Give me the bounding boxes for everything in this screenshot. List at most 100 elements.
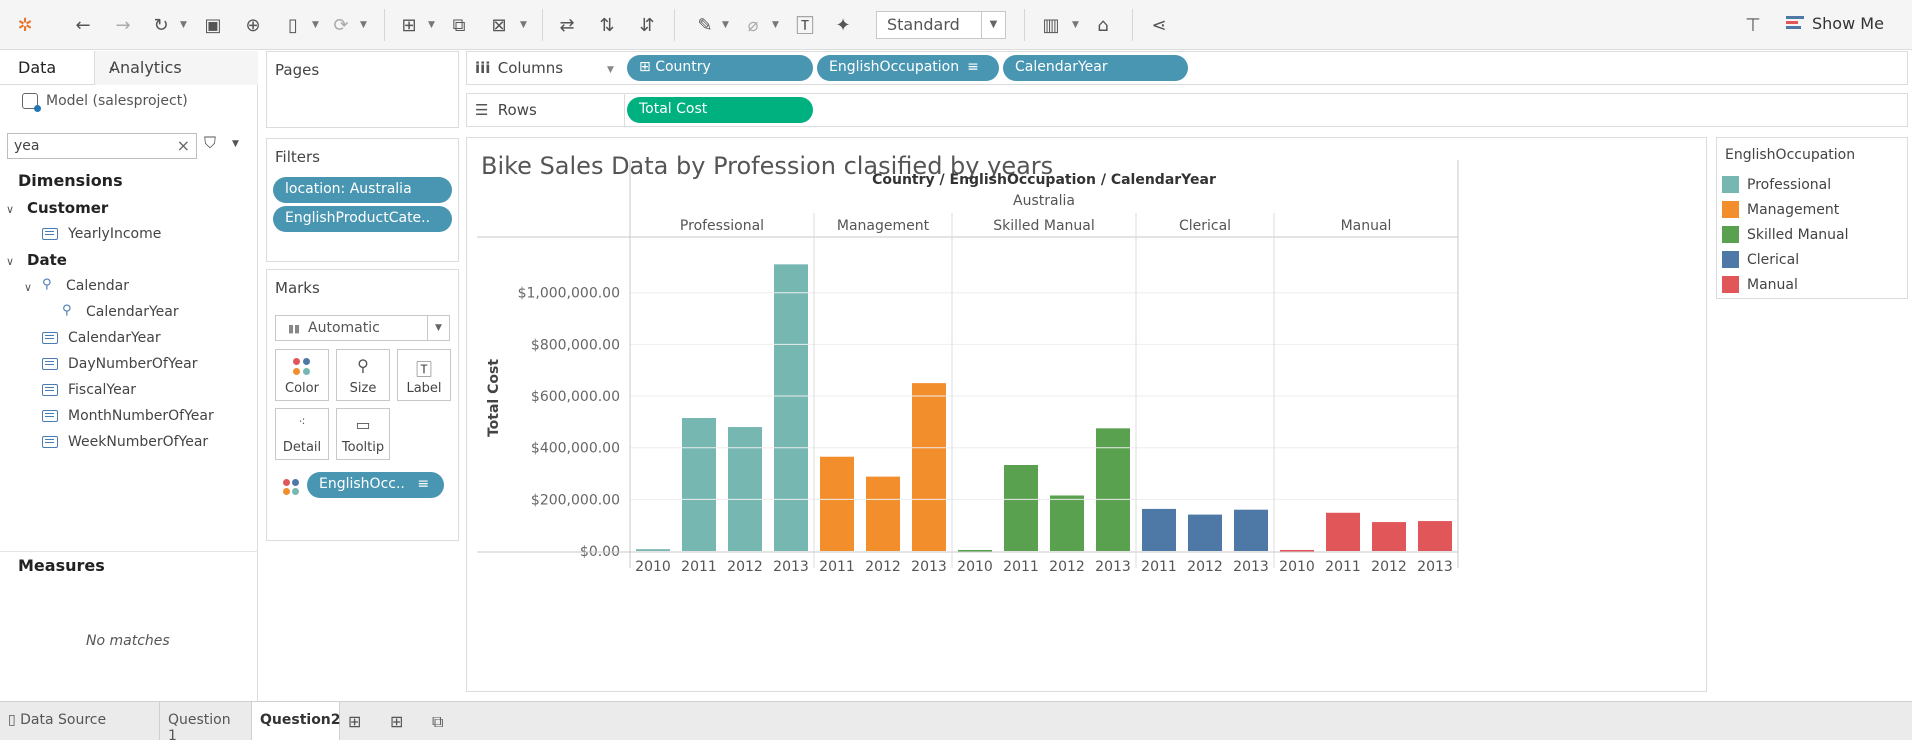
- legend-item-professional[interactable]: Professional: [1722, 176, 1831, 193]
- tab-data[interactable]: Data: [18, 58, 57, 77]
- column-pill-calendaryear[interactable]: CalendarYear: [1003, 55, 1188, 81]
- refresh-caret-icon[interactable]: ▼: [360, 20, 367, 30]
- hierarchy-field-calendaryear[interactable]: CalendarYear: [62, 303, 179, 320]
- toolbar-separator: [542, 9, 543, 41]
- new-worksheet-icon[interactable]: ⊞: [401, 14, 417, 36]
- datasource-item[interactable]: Model (salesproject): [22, 93, 188, 112]
- fix-axes-icon[interactable]: ✦: [835, 14, 851, 36]
- field-search-input[interactable]: yea ×: [7, 133, 197, 159]
- clear-search-icon[interactable]: ×: [176, 136, 190, 155]
- show-me-button[interactable]: Show Me: [1812, 14, 1884, 33]
- folder-customer[interactable]: Customer: [27, 199, 109, 217]
- refresh-icon[interactable]: ⟳: [333, 14, 349, 36]
- filter-icon[interactable]: ⛉: [204, 133, 217, 152]
- highlight-caret-icon[interactable]: ▼: [722, 20, 729, 30]
- legend-swatch: [1722, 226, 1739, 243]
- legend-item-management[interactable]: Management: [1722, 201, 1839, 218]
- column-pill-englishoccupation[interactable]: EnglishOccupation ≡: [817, 55, 999, 81]
- chevron-down-icon[interactable]: ▼: [607, 65, 614, 75]
- chevron-down-icon[interactable]: ∨: [6, 255, 15, 268]
- tooltip-button[interactable]: ▭ Tooltip: [336, 408, 390, 460]
- tab-label: Question2: [260, 712, 341, 728]
- tab-question-1[interactable]: Question 1: [160, 702, 252, 744]
- label-button[interactable]: 🅃 Label: [397, 349, 451, 401]
- sort-ascending-icon[interactable]: ⇅: [599, 14, 615, 36]
- mark-type-value: Automatic: [308, 320, 380, 336]
- duplicate-sheet-icon[interactable]: ⧉: [452, 14, 466, 36]
- tab-question2[interactable]: Question2: [252, 702, 341, 740]
- share-icon[interactable]: ⋖: [1151, 14, 1167, 36]
- view-size-select[interactable]: Standard ▼: [876, 11, 1006, 39]
- field-daynumberofyear[interactable]: DayNumberOfYear: [42, 356, 197, 372]
- bar: [912, 383, 946, 551]
- chevron-down-icon[interactable]: ∨: [24, 281, 33, 294]
- dimension-field-icon: [42, 332, 58, 344]
- datasource-icon[interactable]: ▯: [288, 14, 298, 36]
- tab-data-source[interactable]: ▯ Data Source: [0, 702, 160, 740]
- collapse-pane-icon[interactable]: ‹: [109, 58, 116, 77]
- field-monthnumberofyear[interactable]: MonthNumberOfYear: [42, 408, 214, 424]
- legend-item-manual[interactable]: Manual: [1722, 276, 1798, 293]
- group-caret-icon[interactable]: ▼: [772, 20, 779, 30]
- mark-type-select[interactable]: ▮▮ Automatic ▼: [275, 315, 450, 341]
- filter-pill-location[interactable]: location: Australia: [273, 177, 452, 203]
- datasource-caret-icon[interactable]: ▼: [312, 20, 319, 30]
- swap-rows-columns-icon[interactable]: ⇄: [559, 14, 575, 36]
- clear-sheet-icon[interactable]: ⊠: [491, 14, 507, 36]
- folder-date[interactable]: Date: [27, 251, 67, 269]
- legend-title: EnglishOccupation: [1725, 147, 1856, 163]
- clear-sheet-caret-icon[interactable]: ▼: [520, 20, 527, 30]
- color-pill-englishoccupation[interactable]: EnglishOcc.. ≡: [307, 472, 444, 498]
- legend-label: Manual: [1747, 276, 1798, 293]
- show-cards-caret-icon[interactable]: ▼: [1072, 20, 1079, 30]
- highlight-icon[interactable]: ✎: [697, 14, 713, 36]
- tableau-logo-icon[interactable]: ✲: [17, 14, 33, 36]
- filter-pill-product-category[interactable]: EnglishProductCate..: [273, 206, 452, 232]
- column-header-title: Country / EnglishOccupation / CalendarYe…: [872, 172, 1216, 188]
- legend-item-skilled-manual[interactable]: Skilled Manual: [1722, 226, 1849, 243]
- pages-shelf[interactable]: Pages: [266, 51, 459, 128]
- columns-shelf[interactable]: iii Columns ▼ ⊞ Country EnglishOccupatio…: [466, 51, 1908, 85]
- filters-shelf[interactable]: Filters location: Australia EnglishProdu…: [266, 138, 459, 262]
- redo-icon[interactable]: →: [115, 14, 131, 36]
- legend-swatch: [1722, 251, 1739, 268]
- color-legend[interactable]: EnglishOccupation Professional Managemen…: [1716, 137, 1908, 299]
- new-worksheet-icon[interactable]: ⊞: [348, 712, 362, 731]
- filter-caret-icon[interactable]: ▼: [232, 139, 239, 149]
- hierarchy-calendar[interactable]: Calendar: [42, 277, 129, 294]
- new-worksheet-caret-icon[interactable]: ▼: [428, 20, 435, 30]
- legend-item-clerical[interactable]: Clerical: [1722, 251, 1799, 268]
- group-members-icon[interactable]: ⌀: [747, 14, 759, 36]
- rows-shelf[interactable]: ☰ Rows Total Cost: [466, 93, 1908, 127]
- show-mark-labels-icon[interactable]: 🅃: [796, 16, 814, 37]
- bar: [1326, 512, 1360, 551]
- new-dashboard-icon[interactable]: ⊞: [390, 712, 404, 731]
- columns-shelf-label: iii Columns: [475, 59, 563, 77]
- new-story-icon[interactable]: ⧉: [432, 712, 444, 731]
- undo-icon[interactable]: ←: [75, 14, 91, 36]
- color-button[interactable]: Color: [275, 349, 329, 401]
- field-fiscalyear[interactable]: FiscalYear: [42, 382, 136, 398]
- bar: [1280, 549, 1314, 552]
- chart-title: Bike Sales Data by Profession clasified …: [481, 152, 1054, 180]
- detail-button[interactable]: ⁖ Detail: [275, 408, 329, 460]
- chevron-down-icon: ▼: [427, 316, 449, 340]
- show-cards-icon[interactable]: ▥: [1042, 14, 1060, 36]
- field-calendaryear[interactable]: CalendarYear: [42, 330, 161, 346]
- tab-analytics[interactable]: Analytics ‹: [94, 51, 258, 85]
- save-icon[interactable]: ▣: [204, 14, 222, 36]
- x-tick-label: 2012: [1187, 559, 1223, 575]
- format-painter-icon[interactable]: ⊤: [1745, 14, 1761, 36]
- replay-icon[interactable]: ↻: [153, 14, 169, 36]
- size-button[interactable]: ⚲ Size: [336, 349, 390, 401]
- row-pill-total-cost[interactable]: Total Cost: [627, 97, 813, 123]
- replay-caret-icon[interactable]: ▼: [180, 20, 187, 30]
- column-pill-country[interactable]: ⊞ Country: [627, 55, 813, 81]
- x-tick-label: 2012: [865, 559, 901, 575]
- field-weeknumberofyear[interactable]: WeekNumberOfYear: [42, 434, 208, 450]
- field-yearlyincome[interactable]: YearlyIncome: [42, 226, 161, 242]
- presentation-mode-icon[interactable]: ⌂: [1097, 14, 1109, 36]
- sort-descending-icon[interactable]: ⇵: [639, 14, 655, 36]
- chevron-down-icon[interactable]: ∨: [6, 203, 15, 216]
- new-datasource-icon[interactable]: ⊕: [245, 14, 261, 36]
